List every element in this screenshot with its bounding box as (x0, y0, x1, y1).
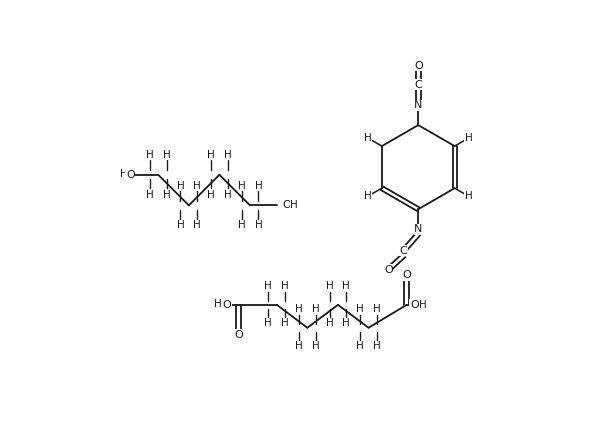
Text: H: H (207, 150, 215, 160)
Text: H: H (176, 180, 184, 191)
Text: H: H (146, 190, 154, 200)
Text: H: H (420, 300, 427, 310)
Text: H: H (265, 281, 272, 291)
Text: H: H (238, 220, 246, 230)
Text: H: H (281, 281, 289, 291)
Text: H: H (146, 150, 154, 160)
Text: O: O (410, 300, 419, 310)
Text: N: N (414, 224, 423, 234)
Text: O: O (414, 61, 423, 71)
Text: H: H (356, 305, 364, 314)
Text: O: O (402, 270, 411, 280)
Text: O: O (282, 201, 291, 210)
Text: H: H (373, 341, 381, 351)
Text: H: H (193, 220, 201, 230)
Text: H: H (465, 133, 473, 143)
Text: H: H (312, 341, 319, 351)
Text: H: H (224, 190, 232, 200)
Text: H: H (163, 190, 170, 200)
Text: H: H (312, 305, 319, 314)
Text: H: H (176, 220, 184, 230)
Text: H: H (120, 170, 128, 180)
Text: H: H (238, 180, 246, 191)
Text: H: H (193, 180, 201, 191)
Text: N: N (414, 100, 423, 110)
Text: H: H (224, 150, 232, 160)
Text: O: O (234, 329, 243, 340)
Text: H: H (325, 318, 333, 328)
Text: H: H (373, 305, 381, 314)
Text: H: H (364, 191, 372, 201)
Text: H: H (163, 150, 170, 160)
Text: H: H (207, 190, 215, 200)
Text: O: O (126, 170, 135, 180)
Text: H: H (364, 133, 372, 143)
Text: O: O (223, 300, 231, 310)
Text: H: H (356, 341, 364, 351)
Text: C: C (400, 246, 408, 256)
Text: H: H (343, 318, 350, 328)
Text: H: H (265, 318, 272, 328)
Text: H: H (325, 281, 333, 291)
Text: H: H (465, 191, 473, 201)
Text: H: H (295, 305, 303, 314)
Text: O: O (384, 265, 393, 274)
Text: H: H (254, 220, 262, 230)
Text: H: H (343, 281, 350, 291)
Text: H: H (281, 318, 289, 328)
Text: H: H (290, 200, 298, 210)
Text: H: H (213, 299, 221, 309)
Text: H: H (254, 180, 262, 191)
Text: C: C (414, 80, 422, 90)
Text: H: H (295, 341, 303, 351)
